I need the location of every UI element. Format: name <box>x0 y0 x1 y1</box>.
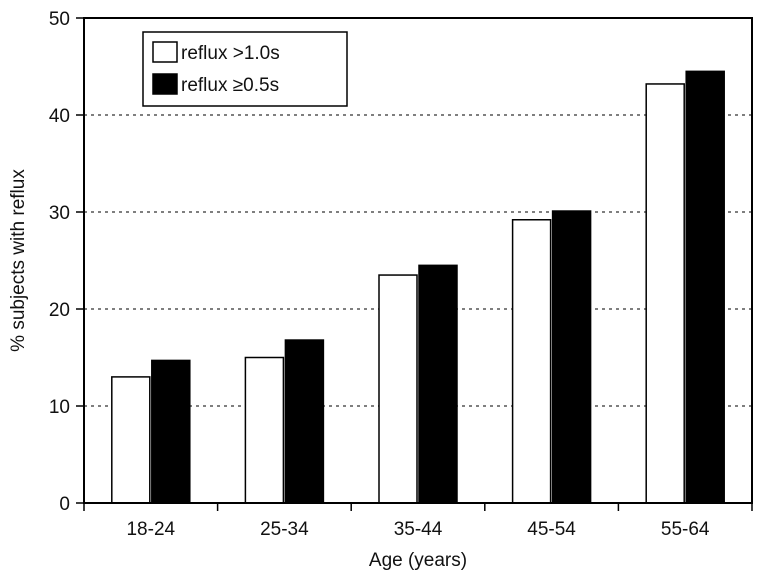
bar-25-34-series-1 <box>285 340 323 503</box>
bar-18-24-series-1 <box>152 360 190 503</box>
bar-25-34-series-0 <box>245 358 283 504</box>
legend-swatch-reflux-1s <box>153 42 177 62</box>
x-axis-label: Age (years) <box>369 550 467 571</box>
y-tick-label-20: 20 <box>49 300 70 321</box>
bar-55-64-series-1 <box>686 71 724 503</box>
x-tick-label-25-34: 25-34 <box>260 519 309 540</box>
bar-35-44-series-1 <box>419 265 457 503</box>
y-tick-label-30: 30 <box>49 203 70 224</box>
legend-label-reflux-1s: reflux >1.0s <box>181 43 280 64</box>
x-tick-label-45-54: 45-54 <box>527 519 576 540</box>
y-tick-label-50: 50 <box>49 9 70 30</box>
y-tick-label-0: 0 <box>59 494 70 515</box>
x-tick-label-18-24: 18-24 <box>126 519 175 540</box>
bar-35-44-series-0 <box>379 275 417 503</box>
legend-swatch-reflux-05s <box>153 74 177 94</box>
bar-18-24-series-0 <box>112 377 150 503</box>
bars <box>112 71 724 503</box>
legend-label-reflux-05s: reflux ≥0.5s <box>181 75 279 96</box>
y-tick-label-10: 10 <box>49 397 70 418</box>
bar-55-64-series-0 <box>646 84 684 503</box>
bar-45-54-series-0 <box>513 220 551 503</box>
legend: reflux >1.0s reflux ≥0.5s <box>143 32 347 106</box>
y-tick-label-40: 40 <box>49 106 70 127</box>
x-tick-label-35-44: 35-44 <box>394 519 443 540</box>
x-tick-label-55-64: 55-64 <box>661 519 710 540</box>
y-axis-label: % subjects with reflux <box>8 169 29 352</box>
bar-45-54-series-1 <box>553 211 591 503</box>
